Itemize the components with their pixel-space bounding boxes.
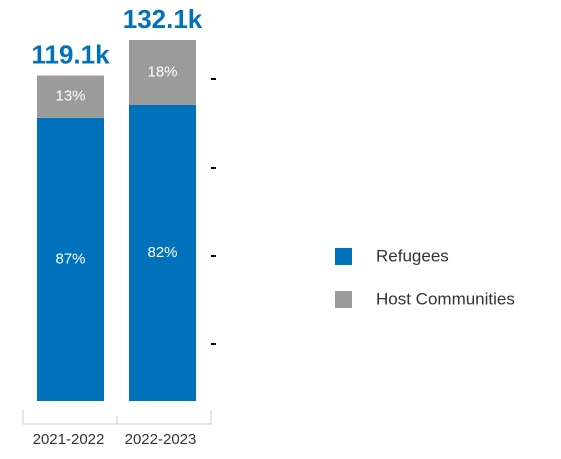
baseline (22, 410, 212, 425)
value-label: 13% (55, 88, 85, 105)
bar-segment (37, 117, 104, 402)
x-tick-label: 2022-2023 (125, 431, 197, 448)
total-label: 119.1k (31, 39, 110, 69)
value-label: 87% (55, 250, 85, 267)
total-label: 132.1k (123, 4, 203, 34)
bar-segment (129, 40, 196, 105)
value-label: 82% (147, 244, 177, 261)
legend-label: Refugees (376, 246, 449, 265)
legend-swatch (335, 248, 352, 265)
bar-segment (129, 104, 196, 401)
x-tick-label: 2021-2022 (33, 431, 105, 448)
legend-label: Host Communities (376, 289, 515, 308)
bar-segment (37, 75, 104, 118)
decor (211, 78, 216, 345)
legend-swatch (335, 291, 352, 308)
value-label: 18% (147, 63, 177, 80)
